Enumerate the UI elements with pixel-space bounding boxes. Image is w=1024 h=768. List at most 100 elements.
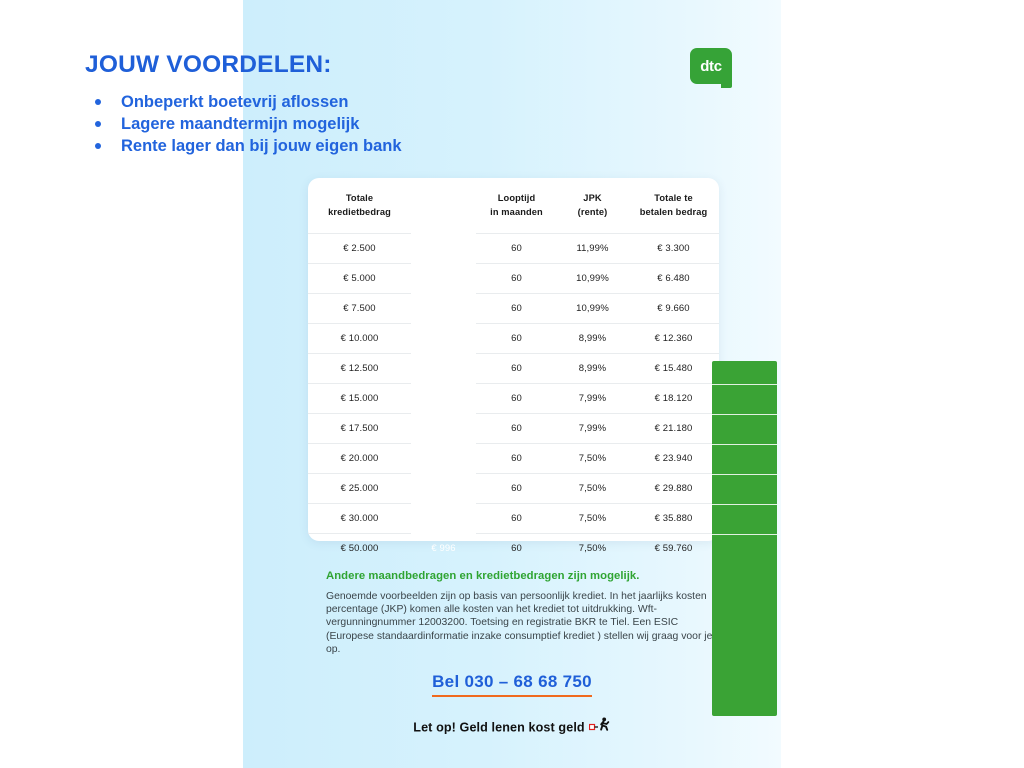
warning-text: Let op! Geld lenen kost geld [413, 720, 585, 735]
bullet-dot-icon [95, 120, 101, 127]
table-cell: 60 [476, 503, 557, 534]
table-cell: € 7.500 [308, 293, 411, 324]
table-cell: 8,99% [557, 353, 628, 384]
geld-lenen-kost-geld-icon [588, 717, 611, 736]
logo-text: dtc [700, 57, 722, 75]
table-cell: 60 [476, 233, 557, 264]
table-cell: € 29.880 [628, 473, 719, 504]
table-cell: 10,99% [557, 263, 628, 294]
table-cell: 60 [476, 323, 557, 354]
table-row: € 25.000 € 498 60 7,50% € 29.880 [308, 473, 719, 504]
bullet-dot-icon [95, 142, 101, 149]
table-cell: 60 [476, 353, 557, 384]
table-row: € 12.500 € 258 60 8,99% € 15.480 [308, 353, 719, 384]
rates-table: Totale kredietbedrag Termijn bedrag Loop… [308, 178, 719, 563]
table-cell: € 302 [431, 393, 456, 404]
table-cell: 60 [476, 293, 557, 324]
table-cell: € 498 [431, 483, 456, 494]
table-cell: € 3.300 [628, 233, 719, 264]
list-item: Lagere maandtermijn mogelijk [85, 113, 505, 135]
column-header-jkp: JPK (rente) [557, 178, 628, 234]
table-cell: € 17.500 [308, 413, 411, 444]
table-cell: 60 [476, 533, 557, 563]
table-row: € 30.000 € 598 60 7,50% € 35.880 [308, 503, 719, 534]
table-cell: 7,99% [557, 413, 628, 444]
column-header-monthly-amount: Termijn bedrag [411, 178, 476, 234]
list-item: Rente lager dan bij jouw eigen bank [85, 135, 505, 157]
table-row: € 2.500 € 55 60 11,99% € 3.300 [308, 233, 719, 264]
header-line-2: kredietbedrag [328, 206, 391, 217]
benefits-header: JOUW VOORDELEN: Onbeperkt boetevrij aflo… [85, 51, 505, 157]
table-cell: € 18.120 [628, 383, 719, 414]
table-cell: € 50.000 [308, 533, 411, 563]
table-cell: € 258 [431, 363, 456, 374]
column-header-duration: Looptijd in maanden [476, 178, 557, 234]
header-line-2: bedrag [427, 206, 460, 217]
footer-text-block: Andere maandbedragen en kredietbedragen … [326, 570, 716, 656]
table-cell: € 12.360 [628, 323, 719, 354]
table-cell: 7,50% [557, 443, 628, 474]
table-cell: € 996 [431, 543, 456, 554]
table-cell: € 2.500 [308, 233, 411, 264]
phone-number-link[interactable]: Bel 030 – 68 68 750 [432, 672, 592, 697]
table-cell: € 10.000 [308, 323, 411, 354]
table-cell: 7,50% [557, 533, 628, 563]
table-cell: 60 [476, 263, 557, 294]
table-cell: € 6.480 [628, 263, 719, 294]
dtc-logo: dtc [690, 48, 732, 88]
benefits-list: Onbeperkt boetevrij aflossen Lagere maan… [85, 91, 505, 157]
table-cell: 60 [476, 413, 557, 444]
bullet-dot-icon [95, 98, 101, 105]
table-row: € 7.500 € 161 60 10,99% € 9.660 [308, 293, 719, 324]
table-row: € 50.000 € 996 60 7,50% € 59.760 [308, 533, 719, 563]
table-cell: € 15.000 [308, 383, 411, 414]
table-cell: € 5.000 [308, 263, 411, 294]
table-cell: € 55 [434, 243, 453, 254]
table-cell: € 598 [431, 513, 456, 524]
list-item: Onbeperkt boetevrij aflossen [85, 91, 505, 113]
page-title: JOUW VOORDELEN: [85, 51, 332, 78]
column-header-total-payable: Totale te betalen bedrag [628, 178, 719, 234]
table-cell: € 35.880 [628, 503, 719, 534]
table-cell: 7,99% [557, 383, 628, 414]
table-cell: € 353 [431, 423, 456, 434]
header-line-1: Looptijd [497, 193, 536, 203]
table-cell: 60 [476, 473, 557, 504]
benefit-label: Onbeperkt boetevrij aflossen [121, 92, 349, 111]
table-row: € 10.000 € 206 60 8,99% € 12.360 [308, 323, 719, 354]
header-line-1: Totale te [654, 193, 693, 203]
logo-speech-tail-icon [721, 77, 732, 88]
table-cell: € 30.000 [308, 503, 411, 534]
table-cell: 10,99% [557, 293, 628, 324]
table-cell: 60 [476, 383, 557, 414]
table-cell: € 399 [431, 453, 456, 464]
table-cell: € 21.180 [628, 413, 719, 444]
table-header-row: Totale kredietbedrag Termijn bedrag Loop… [308, 178, 719, 234]
table-cell: € 25.000 [308, 473, 411, 504]
table-cell: 11,99% [557, 233, 628, 264]
table-row: € 5.000 € 108 60 10,99% € 6.480 [308, 263, 719, 294]
header-line-2: in maanden [490, 206, 543, 217]
header-line-1: Termijn [426, 193, 461, 203]
table-cell: € 206 [431, 333, 456, 344]
table-row: € 15.000 € 302 60 7,99% € 18.120 [308, 383, 719, 414]
table-cell: € 15.480 [628, 353, 719, 384]
benefit-label: Lagere maandtermijn mogelijk [121, 114, 360, 133]
rates-table-card: Totale kredietbedrag Termijn bedrag Loop… [308, 178, 777, 716]
phone-cta[interactable]: Bel 030 – 68 68 750 [0, 672, 1024, 697]
table-body: € 2.500 € 55 60 11,99% € 3.300 € 5.000 € 108 60… [308, 233, 719, 563]
header-line-1: Totale [345, 193, 374, 203]
header-line-2: betalen bedrag [639, 206, 708, 217]
table-cell: 60 [476, 443, 557, 474]
table-cell: € 23.940 [628, 443, 719, 474]
table-cell: 7,50% [557, 503, 628, 534]
header-line-2: (rente) [577, 206, 608, 217]
table-cell: € 108 [431, 273, 456, 284]
footer-disclaimer: Genoemde voorbeelden zijn op basis van p… [326, 591, 713, 655]
table-cell: € 59.760 [628, 533, 719, 563]
header-line-1: JPK [583, 193, 602, 203]
table-cell: € 161 [431, 303, 456, 314]
table-cell: € 9.660 [628, 293, 719, 324]
column-header-total-credit: Totale kredietbedrag [308, 178, 411, 234]
